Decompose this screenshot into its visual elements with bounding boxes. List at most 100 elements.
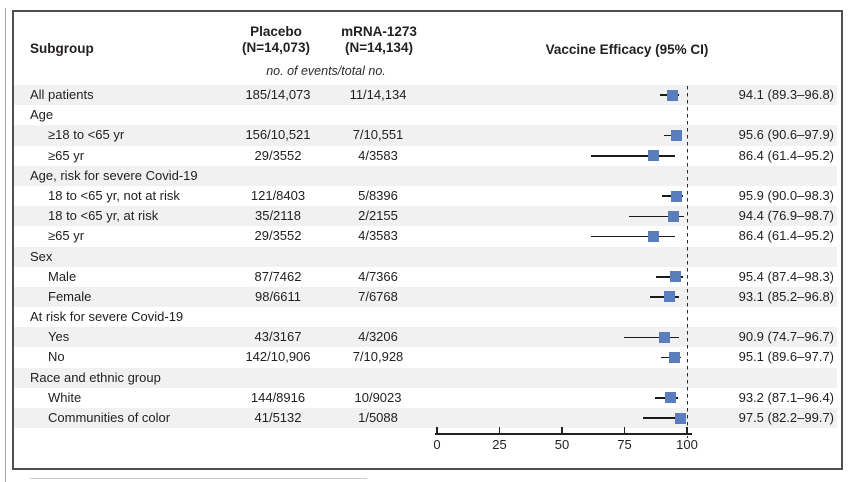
- x-tick-label: 75: [617, 437, 632, 452]
- ci-whisker-line: [590, 154, 675, 157]
- ve-ci-text: 93.2 (87.1–96.4): [738, 389, 834, 405]
- row-label: At risk for severe Covid-19: [30, 309, 184, 325]
- mrna-events: 7/10,928: [352, 349, 404, 365]
- placebo-events: 142/10,906: [245, 349, 311, 365]
- mrna-events: 2/2155: [358, 208, 398, 224]
- ve-ci-text: 95.1 (89.6–97.7): [738, 349, 834, 365]
- placebo-events: 29/3552: [254, 228, 302, 244]
- vaccine-efficacy-header: Vaccine Efficacy (95% CI): [545, 42, 709, 57]
- x-tick: [561, 427, 563, 433]
- placebo-events: 121/8403: [250, 187, 306, 203]
- subgroup-rows: All patients 185/14,073 11/14,134 94.1 (89.…: [14, 85, 837, 429]
- mrna-header-line2: (N=14,134): [345, 40, 413, 55]
- ci-whisker-line: [629, 215, 684, 218]
- row-label: No: [48, 349, 65, 365]
- ve-point-marker: [664, 392, 676, 404]
- placebo-events: 35/2118: [254, 208, 302, 224]
- placebo-events: 98/6611: [254, 288, 302, 304]
- ve-point-marker: [666, 89, 678, 101]
- row-label: White: [48, 389, 82, 405]
- mrna-events: 4/7366: [358, 268, 398, 284]
- ve-ci-text: 90.9 (74.7–96.7): [738, 329, 834, 345]
- row-label: All patients: [30, 87, 94, 102]
- events-total-note: no. of events/total no.: [266, 64, 386, 78]
- placebo-events: 156/10,521: [245, 127, 311, 143]
- row-label: Male: [48, 268, 77, 284]
- placebo-events: 43/3167: [254, 329, 302, 345]
- x-tick: [686, 427, 688, 433]
- x-tick: [498, 427, 501, 433]
- ve-point-marker: [658, 331, 670, 343]
- placebo-events: 29/3552: [254, 147, 302, 163]
- ve-ci-text: 86.4 (61.4–95.2): [738, 147, 834, 163]
- ci-whisker-line: [655, 276, 683, 278]
- subgroup-row: 18 to <65 yr, at risk 35/2118 2/2155 94.4 (…: [14, 206, 837, 227]
- mrna-events: 10/9023: [354, 389, 402, 405]
- mrna-events: 5/8396: [358, 187, 398, 203]
- ve-ci-text: 95.4 (87.4–98.3): [738, 268, 834, 284]
- subgroup-row: ≥65 yr 29/3552 4/3583 86.4 (61.4–95.2): [14, 146, 837, 166]
- row-label: ≥65 yr: [48, 147, 85, 163]
- x-tick: [623, 427, 626, 433]
- x-tick-label: 0: [433, 437, 441, 452]
- x-tick-label: 25: [492, 437, 507, 452]
- mrna-events: 1/5088: [358, 410, 398, 425]
- group-header-row: Age: [14, 105, 837, 125]
- subgroup-row: ≥65 yr 29/3552 4/3583 86.4 (61.4–95.2): [14, 226, 837, 246]
- subgroup-row: White 144/8916 10/9023 93.2 (87.1–96.4): [14, 388, 837, 408]
- ve-point-marker: [647, 230, 659, 242]
- x-tick: [436, 427, 438, 433]
- subgroup-row: Yes 43/3167 4/3206 90.9 (74.7–96.7): [14, 327, 837, 348]
- subgroup-row: 18 to <65 yr, not at risk 121/8403 5/8396 9…: [14, 186, 837, 206]
- mrna-column-header: mRNA-1273 (N=14,134): [309, 24, 449, 56]
- mrna-events: 11/14,134: [349, 87, 407, 102]
- mrna-events: 7/10,551: [352, 127, 404, 143]
- row-label: 18 to <65 yr, not at risk: [48, 187, 180, 203]
- x-tick-label: 50: [554, 437, 570, 452]
- mrna-events: 4/3206: [358, 329, 398, 345]
- ve-point-marker: [670, 271, 681, 283]
- ve-point-marker: [670, 129, 682, 141]
- placebo-column-header: Placebo (N=14,073): [206, 24, 346, 56]
- subgroup-column-header: Subgroup: [30, 41, 94, 56]
- ci-whisker-line: [623, 336, 679, 339]
- ve-point-marker: [671, 190, 683, 202]
- row-label: Sex: [30, 248, 53, 264]
- mrna-events: 4/3583: [358, 228, 398, 244]
- ve-ci-text: 86.4 (61.4–95.2): [738, 228, 834, 244]
- group-header-row: At risk for severe Covid-19: [14, 307, 837, 327]
- ve-point-marker: [669, 352, 681, 364]
- subgroup-row: Male 87/7462 4/7366 95.4 (87.4–98.3): [14, 267, 837, 287]
- ci-whisker-line: [590, 235, 675, 238]
- row-label: Yes: [48, 329, 70, 345]
- placebo-events: 87/7462: [254, 268, 302, 284]
- placebo-header-line2: (N=14,073): [242, 40, 310, 55]
- ve-ci-text: 97.5 (82.2–99.7): [738, 410, 834, 425]
- ci-whisker-line: [642, 417, 687, 419]
- page-left-rule: [5, 8, 6, 482]
- placebo-events: 185/14,073: [245, 87, 311, 102]
- subgroup-row: ≥18 to <65 yr 156/10,521 7/10,551 95.6 (90.…: [14, 125, 837, 146]
- row-label: ≥18 to <65 yr: [48, 127, 125, 143]
- row-label: Age, risk for severe Covid-19: [30, 167, 198, 183]
- subgroup-row: No 142/10,906 7/10,928 95.1 (89.6–97.7): [14, 347, 837, 367]
- mrna-events: 7/6768: [358, 288, 398, 304]
- ve-ci-text: 94.4 (76.9–98.7): [738, 208, 834, 224]
- ve-ci-text: 95.9 (90.0–98.3): [738, 187, 834, 203]
- ve-point-marker: [667, 210, 679, 222]
- bottom-caption-rule: [30, 478, 367, 479]
- subgroup-row: All patients 185/14,073 11/14,134 94.1 (89.…: [14, 85, 837, 106]
- ve-ci-text: 94.1 (89.3–96.8): [738, 87, 834, 102]
- x-tick-label: 100: [676, 437, 698, 452]
- ve-point-marker: [647, 150, 659, 162]
- row-label: ≥65 yr: [48, 228, 85, 244]
- forest-plot-frame: Subgroup Placebo (N=14,073) mRNA-1273 (N…: [12, 10, 843, 470]
- row-label: Communities of color: [48, 410, 171, 425]
- mrna-events: 4/3583: [358, 147, 398, 163]
- group-header-row: Sex: [14, 246, 837, 267]
- group-header-row: Age, risk for severe Covid-19: [14, 165, 837, 186]
- ve-point-marker: [675, 412, 687, 424]
- row-label: Age: [30, 107, 54, 123]
- subgroup-row: Communities of color 41/5132 1/5088 97.5 (8…: [14, 408, 837, 429]
